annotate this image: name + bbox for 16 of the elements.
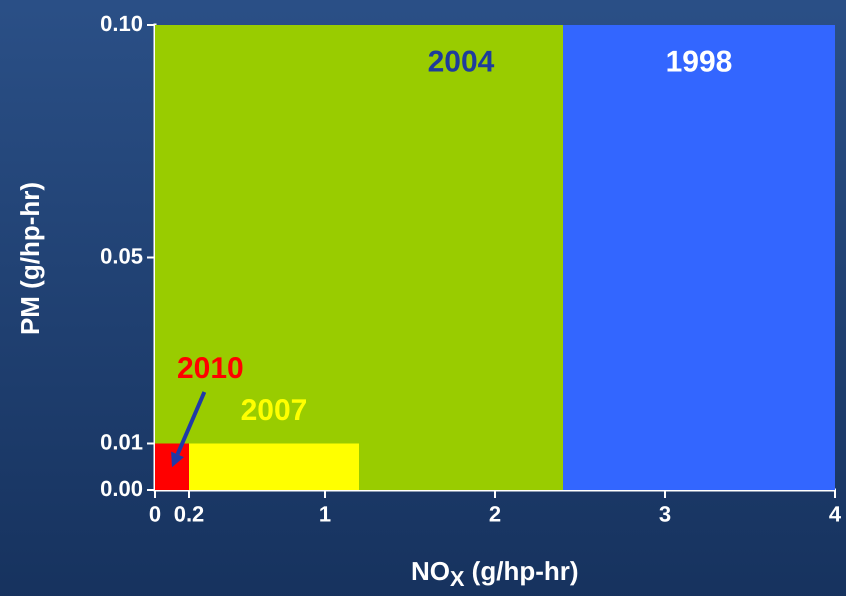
- x-tick-label: 3: [658, 501, 672, 526]
- y-axis-title: PM (g/hp-hr): [14, 181, 46, 335]
- x-tick-label: 1: [318, 501, 332, 526]
- series-label: 2010: [176, 352, 244, 385]
- x-tick-label: 0.2: [174, 501, 204, 526]
- y-tick-label: 0.00: [100, 476, 143, 502]
- series-label: 2004: [428, 45, 495, 78]
- y-tick-label: 0.10: [100, 11, 143, 36]
- series-label: 2007: [240, 394, 308, 427]
- x-tick-label: 2: [488, 501, 502, 526]
- y-tick-label: 0.01: [100, 430, 143, 455]
- x-axis-title: NO$_{X}$ (g/hp-hr): [411, 556, 579, 592]
- y-tick-label: 0.05: [100, 244, 143, 269]
- x-tick-label: 4: [828, 501, 842, 526]
- series-label: 1998: [666, 45, 732, 78]
- x-tick-label: 0: [148, 501, 162, 526]
